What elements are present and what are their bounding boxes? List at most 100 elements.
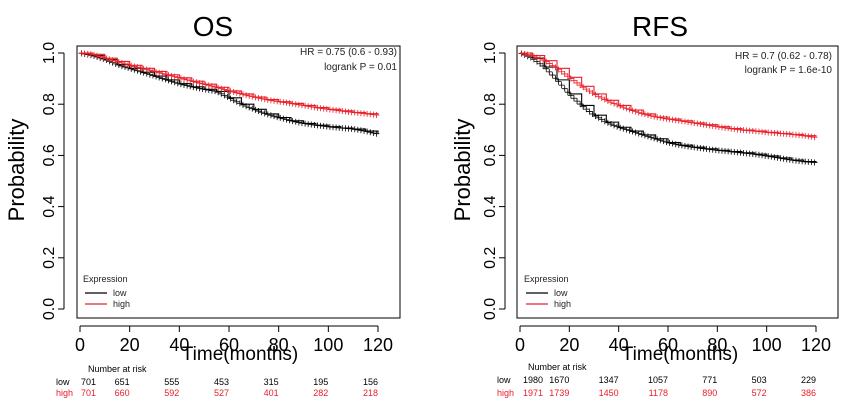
censor-mark-low <box>236 100 243 107</box>
censor-mark-low <box>657 137 664 144</box>
censor-mark-low <box>364 128 371 135</box>
censor-mark-low <box>184 82 191 89</box>
censor-mark-high <box>243 92 250 99</box>
censor-mark-high <box>112 58 119 65</box>
censor-mark-high <box>190 78 197 85</box>
censor-mark-low <box>632 129 639 136</box>
stats-annotation: logrank P = 0.01 <box>324 62 397 73</box>
censor-mark-low <box>570 95 577 102</box>
risk-value: 282 <box>313 388 328 398</box>
risk-value: 156 <box>363 377 378 387</box>
censor-mark-low <box>305 121 312 128</box>
censor-mark-high <box>280 99 287 106</box>
censor-mark-low <box>558 82 565 89</box>
censor-mark-high <box>564 73 571 80</box>
legend-title: Expression <box>83 274 128 284</box>
censor-mark-low <box>780 155 787 162</box>
censor-mark-high <box>604 98 611 104</box>
censor-mark-high <box>811 134 818 141</box>
x-tick-label: 120 <box>363 335 393 355</box>
censor-mark-high <box>672 117 679 124</box>
censor-mark-high <box>577 82 584 89</box>
censor-mark-low <box>549 72 556 79</box>
censor-mark-high <box>722 124 729 131</box>
censor-mark-low <box>227 95 234 102</box>
censor-mark-low <box>224 94 231 100</box>
censor-mark-high <box>205 82 212 89</box>
y-tick-label: 0.2 <box>482 247 499 269</box>
censor-mark-high <box>675 117 682 124</box>
risk-value: 195 <box>313 377 328 387</box>
censor-mark-low <box>271 113 278 120</box>
censor-mark-high <box>274 98 281 105</box>
censor-mark-high <box>632 108 639 115</box>
risk-value: 503 <box>752 375 767 385</box>
risk-value: 527 <box>214 388 229 398</box>
stats-annotation: HR = 0.7 (0.62 - 0.78) <box>735 51 832 62</box>
y-tick-label: 0.2 <box>41 247 58 269</box>
censor-mark-low <box>277 114 284 121</box>
y-axis-label: Probability <box>4 119 29 222</box>
legend-label-high: high <box>554 299 571 309</box>
censor-mark-high <box>651 113 658 120</box>
censor-mark-high <box>137 64 144 71</box>
censor-mark-high <box>118 59 125 66</box>
censor-mark-low <box>187 83 194 90</box>
censor-mark-high <box>100 54 107 61</box>
censor-mark-high <box>212 83 219 90</box>
censor-mark-high <box>106 56 113 63</box>
risk-value: 1057 <box>648 375 668 385</box>
y-tick-label: 0.4 <box>482 195 499 217</box>
censor-mark-low <box>651 135 658 142</box>
x-tick-label: 60 <box>219 335 239 355</box>
censor-mark-high <box>314 104 321 111</box>
censor-mark-high <box>706 122 713 129</box>
censor-mark-low <box>755 151 762 158</box>
censor-mark-low <box>249 105 256 112</box>
censor-mark-high <box>252 94 259 101</box>
x-tick-label: 20 <box>120 335 140 355</box>
risk-value: 660 <box>115 388 130 398</box>
y-tick-label: 1.0 <box>482 42 499 64</box>
censor-mark-high <box>187 77 194 84</box>
censor-mark-low <box>162 76 169 83</box>
censor-mark-low <box>601 118 608 125</box>
x-tick-label: 60 <box>658 335 678 355</box>
risk-value: 1980 <box>523 375 543 385</box>
censor-mark-high <box>87 51 94 58</box>
censor-mark-high <box>533 54 540 61</box>
risk-value: 218 <box>363 388 378 398</box>
risk-value: 890 <box>702 388 717 398</box>
censor-mark-low <box>774 154 781 161</box>
censor-mark-high <box>626 106 633 113</box>
censor-mark-high <box>233 89 240 96</box>
censor-mark-low <box>280 115 287 122</box>
censor-mark-high <box>196 80 203 87</box>
censor-mark-high <box>255 94 262 101</box>
censor-mark-low <box>289 118 296 125</box>
x-tick-label: 0 <box>75 335 85 355</box>
censor-mark-low <box>540 62 547 69</box>
censor-mark-low <box>638 131 645 138</box>
x-tick-label: 40 <box>609 335 629 355</box>
censor-mark-high <box>666 116 673 123</box>
censor-mark-high <box>208 83 215 90</box>
x-axis-label: Time(months) <box>182 344 298 365</box>
censor-mark-high <box>320 105 327 112</box>
x-tick-label: 20 <box>559 335 579 355</box>
censor-mark-low <box>580 103 587 110</box>
censor-mark-high <box>558 68 565 75</box>
censor-mark-high <box>277 98 284 105</box>
censor-mark-high <box>317 105 324 112</box>
plot-frame <box>516 45 839 319</box>
censor-mark-low <box>168 78 175 85</box>
censor-mark-low <box>552 75 559 82</box>
censor-mark-high <box>202 81 209 88</box>
risk-value: 1670 <box>549 375 569 385</box>
censor-mark-low <box>564 89 571 96</box>
censor-mark-high <box>90 51 97 58</box>
censor-mark-high <box>308 103 315 110</box>
x-tick-label: 100 <box>313 335 343 355</box>
censor-mark-low <box>777 155 784 162</box>
censor-mark-low <box>233 98 240 105</box>
